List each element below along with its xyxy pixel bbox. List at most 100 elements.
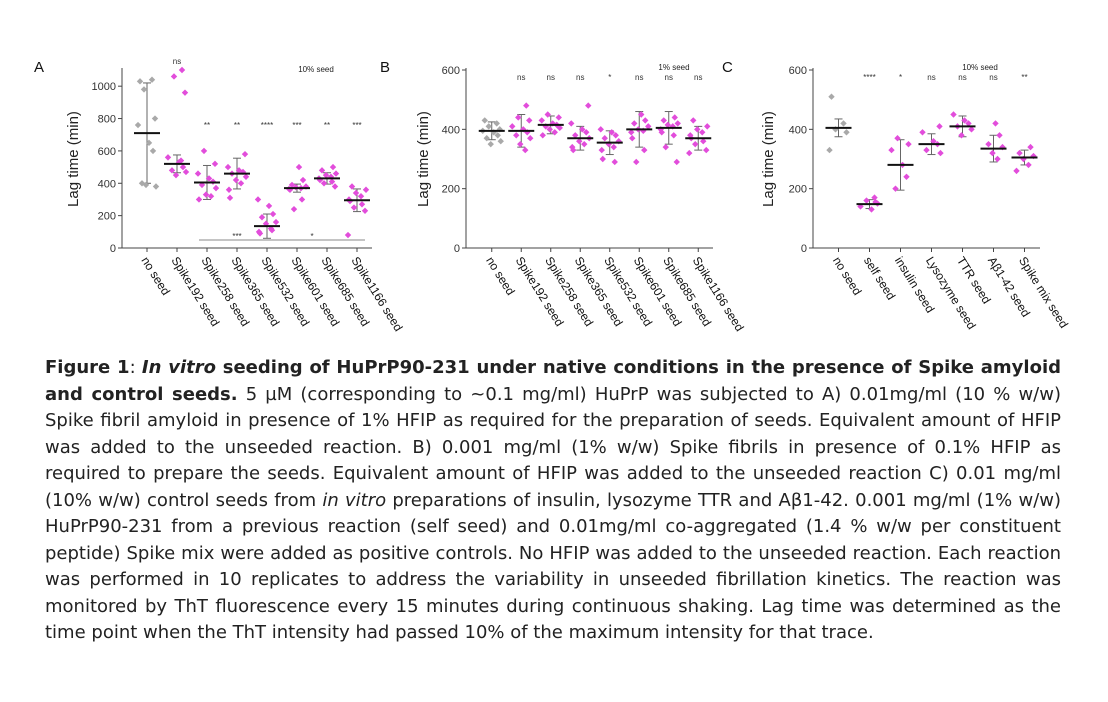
data-point-A: [290, 205, 298, 213]
significance-label-A: ns: [173, 57, 181, 66]
data-point-A: [205, 175, 213, 182]
y-tick-label-C: 0: [801, 243, 807, 255]
data-point-C: [937, 149, 944, 157]
panel-letter-C: C: [722, 59, 733, 76]
data-point-B: [611, 158, 618, 166]
data-point-C: [930, 138, 937, 145]
data-point-B: [570, 146, 577, 154]
data-point-C: [923, 146, 930, 154]
data-point-C: [950, 111, 957, 118]
data-point-A: [194, 170, 202, 177]
data-point-A: [212, 184, 220, 192]
data-point-B: [579, 126, 586, 133]
y-tick-label-C: 200: [789, 184, 807, 196]
significance-label-A: ***: [352, 121, 361, 130]
data-point-B: [556, 124, 563, 132]
data-point-C: [996, 132, 1003, 139]
data-point-B: [583, 129, 590, 136]
data-point-A: [232, 176, 240, 184]
data-point-B: [704, 123, 711, 130]
data-point-C: [863, 197, 870, 204]
data-point-A: [134, 121, 142, 129]
data-point-A: [140, 86, 148, 93]
significance-label-C: **: [1021, 73, 1027, 82]
data-point-A: [170, 73, 178, 80]
significance-label-C: ns: [958, 73, 966, 82]
data-point-A: [241, 150, 249, 158]
y-tick-label-A: 200: [98, 211, 116, 223]
data-point-B: [598, 146, 605, 154]
data-point-B: [546, 126, 553, 133]
data-point-A: [258, 214, 266, 221]
y-tick-label-A: 1000: [92, 81, 116, 93]
data-point-A: [181, 89, 189, 96]
significance-label-A: **: [324, 121, 330, 130]
data-point-B: [515, 114, 522, 121]
data-point-A: [242, 173, 250, 180]
data-point-B: [601, 135, 608, 142]
data-point-B: [692, 140, 699, 148]
data-point-B: [671, 114, 678, 121]
data-point-A: [235, 167, 243, 174]
data-point-C: [958, 132, 965, 139]
y-tick-label-C: 600: [789, 65, 807, 77]
data-point-C: [826, 146, 833, 154]
data-point-C: [992, 120, 999, 127]
significance-label-B: ns: [517, 73, 525, 82]
data-point-A: [200, 147, 208, 155]
data-point-A: [182, 168, 190, 176]
data-point-B: [485, 123, 492, 130]
data-point-C: [968, 126, 975, 133]
y-tick-label-A: 800: [98, 114, 116, 126]
data-point-B: [686, 149, 693, 157]
data-point-C: [919, 129, 926, 136]
data-point-B: [670, 132, 677, 139]
data-point-A: [318, 167, 326, 174]
data-point-B: [523, 102, 530, 109]
data-point-C: [936, 123, 943, 130]
data-point-C: [888, 146, 895, 154]
data-point-C: [985, 140, 992, 148]
data-point-A: [224, 163, 232, 171]
category-label-C: Spike mix seed: [1016, 254, 1071, 330]
data-point-A: [298, 196, 306, 203]
significance-label-B: ns: [547, 73, 555, 82]
data-point-A: [211, 160, 219, 168]
seed-note-C: 10% seed: [962, 63, 998, 72]
data-point-B: [597, 126, 604, 133]
data-point-A: [179, 163, 187, 171]
data-point-A: [272, 218, 280, 226]
data-point-B: [487, 140, 494, 148]
data-point-B: [526, 117, 533, 124]
data-point-A: [164, 154, 172, 161]
data-point-A: [358, 201, 366, 208]
bracket-label-A: ***: [232, 232, 241, 241]
data-point-C: [961, 117, 968, 124]
data-point-B: [527, 135, 534, 142]
data-point-B: [599, 155, 606, 163]
y-tick-label-C: 400: [789, 124, 807, 136]
caption-body-part1: 5 µM (corresponding to ~0.1 mg/ml) HuPrP…: [45, 383, 1061, 511]
caption-lead-separator: :: [129, 357, 142, 378]
data-point-A: [152, 183, 160, 190]
significance-label-A: **: [204, 121, 210, 130]
significance-label-A: **: [234, 121, 240, 130]
data-point-C: [894, 135, 901, 142]
data-point-A: [299, 176, 307, 184]
data-point-B: [576, 138, 583, 145]
significance-label-C: ns: [927, 73, 935, 82]
figure-caption: Figure 1: In vitro seeding of HuPrP90-23…: [45, 355, 1061, 647]
data-point-C: [1016, 149, 1023, 157]
significance-label-C: *: [899, 73, 902, 82]
data-point-A: [149, 147, 157, 155]
y-axis-title-A: Lag time (min): [65, 111, 82, 207]
data-point-A: [350, 204, 358, 211]
data-point-A: [329, 163, 337, 171]
significance-label-B: ns: [694, 73, 702, 82]
data-point-A: [357, 193, 365, 200]
significance-label-A: ***: [292, 121, 301, 130]
data-point-A: [239, 168, 247, 176]
data-point-A: [168, 167, 176, 174]
data-point-B: [673, 158, 680, 166]
y-axis-title-C: Lag time (min): [760, 111, 777, 207]
